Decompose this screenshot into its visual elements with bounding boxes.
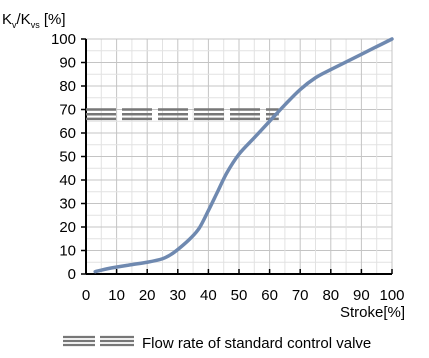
y-tick-label: 90 [59,55,76,72]
y-tick-label: 100 [51,31,76,48]
y-tick-label: 70 [59,102,76,119]
y-tick-label: 50 [59,149,76,166]
y-label-sub-vs: vs [31,20,41,30]
y-label-k: K [2,11,12,28]
x-tick-label: 70 [292,287,309,304]
y-tick-label: 80 [59,78,76,95]
y-tick-label: 0 [68,266,76,283]
reference-lines [86,108,279,121]
y-label-sub-v: v [12,20,17,30]
x-tick-label: 90 [353,287,370,304]
x-tick-label: 10 [108,287,125,304]
y-tick-label: 10 [59,243,76,260]
y-tick-label: 60 [59,125,76,142]
legend-swatch [63,335,134,347]
x-tick-label: 40 [200,287,217,304]
axes [81,38,393,275]
y-label-slash-k: /K [17,11,31,28]
y-tick-label: 30 [59,196,76,213]
x-axis-label: Stroke[%] [340,304,405,321]
y-tick-label: 40 [59,172,76,189]
y-label-unit: [%] [40,11,66,28]
x-tick-labels: 0 10 20 30 40 50 60 70 80 90 100 [82,287,405,304]
x-tick-label: 30 [169,287,186,304]
y-tick-labels: 0 10 20 30 40 50 60 70 80 90 100 [51,31,76,283]
y-axis-label: Kv/Kvs [%] [2,11,66,30]
x-tick-label: 0 [82,287,90,304]
x-tick-label: 80 [322,287,339,304]
y-tick-label: 20 [59,219,76,236]
grid [85,38,393,275]
legend: Flow rate of standard control valve [63,335,371,352]
x-tick-label: 60 [261,287,278,304]
x-tick-label: 100 [379,287,404,304]
legend-label: Flow rate of standard control valve [142,335,371,352]
x-tick-label: 20 [139,287,156,304]
x-tick-label: 50 [231,287,248,304]
flow-curve [93,37,394,274]
